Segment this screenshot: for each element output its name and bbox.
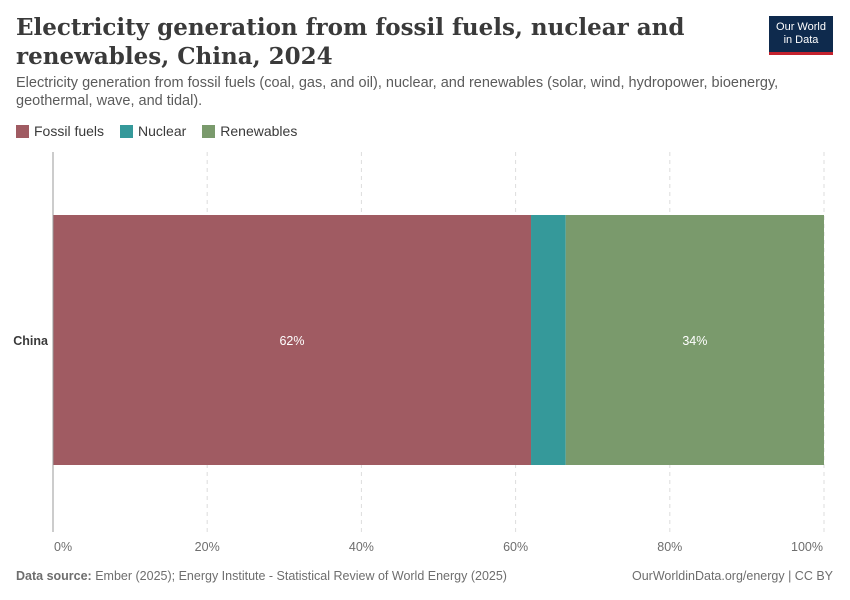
logo-line-2: in Data (783, 34, 819, 46)
legend-swatch-renewables (202, 124, 216, 138)
x-tick-label: 100% (791, 540, 823, 554)
x-tick-label: 40% (349, 540, 374, 554)
x-tick-label: 80% (657, 540, 682, 554)
chart-subtitle: Electricity generation from fossil fuels… (16, 75, 779, 109)
data-source-label: Data source: (16, 569, 92, 583)
data-source: Data source: Ember (2025); Energy Instit… (16, 569, 507, 583)
legend-label-renewables: Renewables (220, 123, 298, 139)
bar-layer (53, 215, 824, 465)
x-tick-label: 20% (195, 540, 220, 554)
x-tick-label: 0% (54, 540, 72, 554)
label-layer: 62% 34% (279, 334, 707, 348)
owid-logo[interactable]: Our World in Data (769, 16, 833, 55)
logo-line-1: Our World (776, 21, 826, 33)
bar-segment-nuclear[interactable] (531, 215, 566, 465)
legend-swatch-fossil-fuels (16, 124, 29, 138)
bar-segment-renewables[interactable] (565, 215, 824, 465)
x-tick-label: 60% (503, 540, 528, 554)
category-label-china: China (13, 334, 49, 348)
data-source-text: Ember (2025); Energy Institute - Statist… (95, 569, 507, 583)
legend-label-fossil-fuels: Fossil fuels (34, 123, 105, 139)
legend-swatch-nuclear (120, 124, 134, 138)
legend-item-nuclear[interactable]: Nuclear (120, 123, 186, 139)
x-axis-ticks: 0% 20% 40% 60% 80% 100% (54, 540, 823, 554)
legend-item-renewables[interactable]: Renewables (202, 123, 297, 139)
legend: Fossil fuels Nuclear Renewables (16, 123, 297, 139)
data-label-fossil-fuels: 62% (279, 334, 304, 348)
bar-segment-fossil-fuels[interactable] (53, 215, 532, 465)
chart-title: Electricity generation from fossil fuels… (16, 14, 685, 70)
credit-link[interactable]: OurWorldinData.org/energy | CC BY (631, 569, 833, 583)
legend-item-fossil-fuels[interactable]: Fossil fuels (16, 123, 104, 139)
legend-label-nuclear: Nuclear (138, 123, 187, 139)
data-label-renewables: 34% (682, 334, 707, 348)
